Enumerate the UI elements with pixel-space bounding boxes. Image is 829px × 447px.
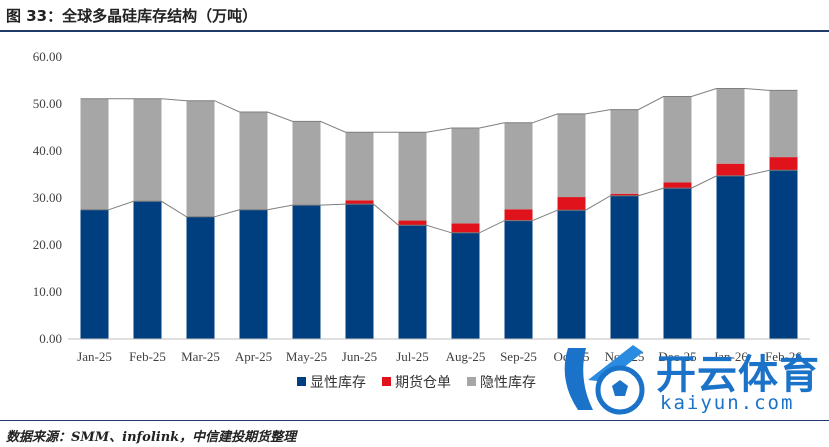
source-note: 数据来源：SMM、infolink，中信建投期货整理 [6,430,297,445]
bar-segment-hidden [292,121,321,206]
x-tick-label: Jun-25 [342,349,377,364]
visible-inventory-line [80,169,798,234]
bar-segment-visible [557,210,586,339]
y-tick-label: 10.00 [33,284,62,299]
legend-label: 隐性库存 [480,375,536,391]
bar-segment-futures [716,163,745,176]
bar-segment-hidden [504,122,533,210]
bar-segment-visible [504,220,533,339]
bar-segment-hidden [133,98,162,202]
bar-segment-visible [345,204,374,339]
bar-segment-hidden [557,113,586,198]
x-tick-label: Feb-25 [129,349,166,364]
bar-segment-hidden [451,127,480,224]
bar-segment-visible [292,205,321,339]
bar-segment-hidden [345,132,374,201]
x-tick-label: Feb-26 [765,349,802,364]
legend-swatch [467,377,476,386]
legend-swatch [382,377,391,386]
source-bar: 数据来源：SMM、infolink，中信建投期货整理 [0,420,829,447]
x-tick-label: Jan-26 [713,349,748,364]
bar-segment-visible [610,195,639,339]
bar-segment-visible [769,170,798,339]
bar-segment-hidden [663,96,692,183]
bar-segment-visible [133,201,162,339]
bar-segment-visible [186,216,215,339]
bar-segment-futures [769,157,798,171]
bar-segment-futures [504,209,533,221]
y-tick-label: 40.00 [33,143,62,158]
y-tick-label: 0.00 [39,331,62,346]
bar-segment-visible [716,175,745,339]
watermark-name: 开云体育 [656,352,820,398]
legend-swatch [297,377,306,386]
bar-segment-visible [451,232,480,339]
bar-segment-hidden [398,132,427,221]
x-tick-label: Aug-25 [446,349,486,364]
y-tick-label: 30.00 [33,190,62,205]
total-inventory-line [80,88,798,133]
chart-title: 图 33：全球多晶硅库存结构（万吨） [6,7,258,25]
title-bar: 图 33：全球多晶硅库存结构（万吨） [0,0,829,32]
x-tick-label: Mar-25 [181,349,220,364]
watermark-url: kaiyun.com [660,392,795,414]
y-tick-label: 20.00 [33,237,62,252]
bar-segment-hidden [716,88,745,164]
bar-segment-hidden [610,109,639,194]
bar-segment-futures [398,220,427,226]
connector-lines [80,88,798,234]
bar-segment-hidden [80,98,109,210]
bar-segment-hidden [186,100,215,217]
x-tick-label: Apr-25 [235,349,272,364]
bar-segment-futures [451,223,480,233]
x-tick-label: Dec-25 [658,349,696,364]
bar-segment-visible [239,209,268,339]
x-tick-label: Sep-25 [500,349,537,364]
legend: 显性库存 期货仓单 隐性库存 [297,374,536,391]
bar-segment-futures [557,197,586,211]
bar-segment-hidden [239,111,268,210]
watermark-logo: 开云体育 kaiyun.com [548,340,828,420]
y-tick-label: 50.00 [33,96,62,111]
y-axis: 0.00 10.00 20.00 30.00 40.00 50.00 60.00 [33,49,62,346]
legend-label: 期货仓单 [395,374,451,391]
bar-segment-visible [398,225,427,339]
legend-label: 显性库存 [310,375,366,391]
bar-segment-futures [610,193,639,196]
x-tick-label: May-25 [286,349,327,364]
y-tick-label: 60.00 [33,49,62,64]
bar-segment-visible [80,209,109,339]
x-tick-label: Jan-25 [77,349,112,364]
bar-segment-visible [663,188,692,339]
kaiyun-logo-icon [564,345,645,415]
bar-segment-futures [663,182,692,189]
x-tick-label: Jul-25 [396,349,429,364]
bar-series [80,88,798,339]
bar-segment-hidden [769,90,798,158]
bar-segment-futures [345,200,374,205]
